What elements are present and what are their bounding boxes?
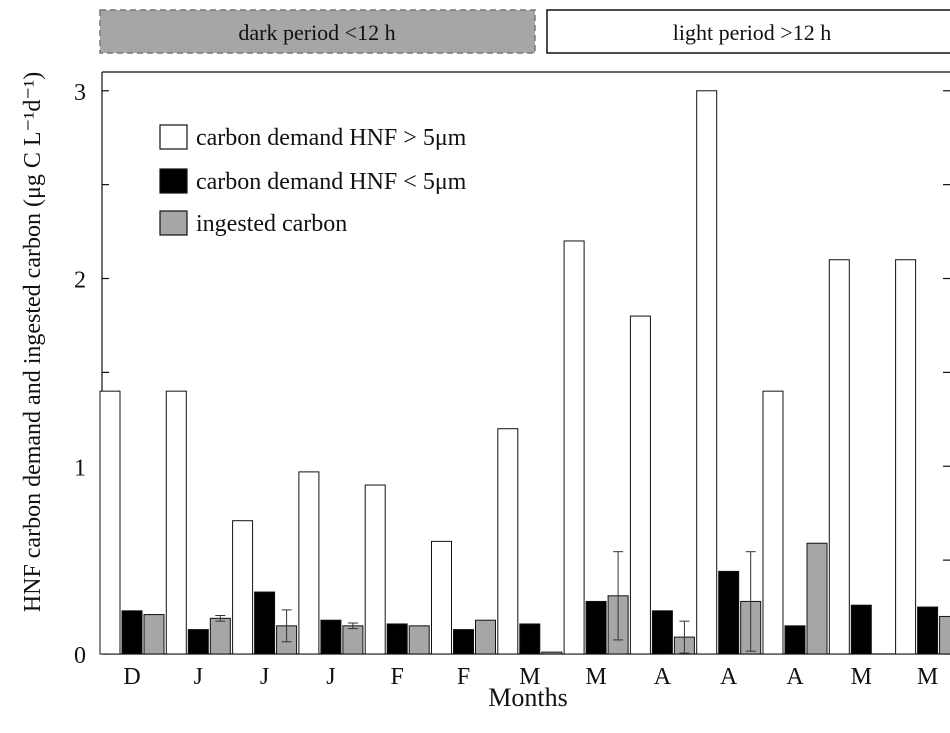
bar-hnf-gt5 bbox=[99, 390, 121, 655]
x-tick-label: J bbox=[260, 664, 269, 690]
bar-ingested bbox=[408, 625, 430, 655]
bar-hnf-gt5 bbox=[298, 471, 320, 655]
bar-hnf-lt5 bbox=[917, 606, 939, 655]
bar-hnf-lt5 bbox=[651, 610, 673, 655]
y-tick-label: 3 bbox=[74, 80, 86, 106]
light-period-banner bbox=[546, 9, 950, 54]
bar-ingested bbox=[475, 619, 496, 655]
bar-ingested bbox=[939, 615, 950, 655]
x-tick-label: F bbox=[457, 664, 470, 690]
bar-hnf-gt5 bbox=[629, 315, 651, 655]
bar-hnf-lt5 bbox=[121, 610, 143, 655]
x-tick-label: D bbox=[123, 664, 140, 690]
legend-gray-swatch bbox=[159, 210, 188, 236]
bar-hnf-gt5 bbox=[762, 390, 784, 655]
bar-hnf-lt5 bbox=[320, 619, 342, 655]
bar-hnf-gt5 bbox=[563, 240, 585, 655]
bar-ingested bbox=[143, 614, 165, 655]
x-tick-label: M bbox=[585, 664, 606, 690]
bar-hnf-lt5 bbox=[453, 629, 474, 655]
bar-ingested bbox=[806, 542, 828, 655]
bar-ingested bbox=[541, 651, 563, 655]
legend-label: ingested carbon bbox=[196, 211, 347, 237]
x-tick-label: M bbox=[851, 664, 872, 690]
legend: carbon demand HNF > 5μm carbon demand HNF… bbox=[159, 124, 467, 237]
legend-label: carbon demand HNF > 5μm bbox=[196, 125, 467, 151]
light-period-label: light period >12 h bbox=[673, 20, 831, 45]
bar-hnf-lt5 bbox=[187, 629, 209, 655]
y-axis-title: HNF carbon demand and ingested carbon (μ… bbox=[20, 72, 46, 612]
dark-period-label: dark period <12 h bbox=[238, 20, 395, 45]
bar-hnf-gt5 bbox=[431, 540, 452, 655]
bar-hnf-lt5 bbox=[718, 570, 740, 655]
bar-hnf-gt5 bbox=[696, 90, 718, 655]
bar-hnf-gt5 bbox=[895, 259, 917, 655]
bar-hnf-lt5 bbox=[519, 623, 541, 655]
x-tick-label: J bbox=[194, 664, 203, 690]
x-tick-label: M bbox=[519, 664, 540, 690]
bar-hnf-gt5 bbox=[232, 520, 254, 655]
dark-period-banner bbox=[99, 9, 536, 54]
bar-hnf-gt5 bbox=[828, 259, 850, 655]
bar-hnf-lt5 bbox=[585, 600, 607, 655]
bar-hnf-gt5 bbox=[364, 484, 386, 655]
legend-white-swatch bbox=[159, 124, 188, 150]
bar-ingested bbox=[209, 617, 231, 655]
bars-group bbox=[99, 90, 950, 655]
period-banners: dark period <12 h light period >12 h bbox=[99, 9, 950, 54]
bar-hnf-gt5 bbox=[165, 390, 187, 655]
y-tick-label: 0 bbox=[74, 643, 86, 669]
x-tick-label: A bbox=[654, 664, 672, 690]
x-axis-title: Months bbox=[488, 683, 567, 712]
bar-hnf-gt5 bbox=[497, 428, 519, 655]
bar-hnf-lt5 bbox=[386, 623, 408, 655]
bar-ingested bbox=[342, 625, 364, 655]
x-tick-label: A bbox=[720, 664, 738, 690]
x-tick-label: A bbox=[786, 664, 804, 690]
legend-label: carbon demand HNF < 5μm bbox=[196, 169, 467, 195]
x-tick-label: J bbox=[326, 664, 335, 690]
y-tick-label: 1 bbox=[74, 455, 86, 481]
bar-hnf-lt5 bbox=[254, 591, 276, 655]
legend-black-swatch bbox=[159, 168, 188, 194]
bar-hnf-lt5 bbox=[850, 604, 872, 655]
bar-hnf-lt5 bbox=[784, 625, 806, 655]
x-tick-label: M bbox=[917, 664, 938, 690]
x-tick-label: F bbox=[391, 664, 404, 690]
y-tick-label: 2 bbox=[74, 268, 86, 294]
